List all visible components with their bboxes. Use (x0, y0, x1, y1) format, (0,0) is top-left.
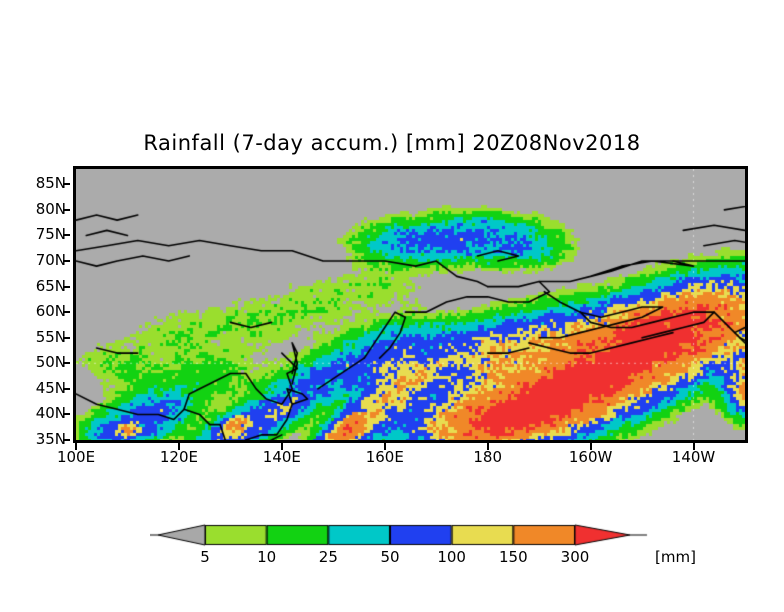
x-axis-label: 120E (159, 448, 198, 466)
y-axis-tick (63, 234, 70, 237)
colorbar-tick-label: 5 (200, 548, 210, 566)
y-axis-tick (63, 387, 70, 390)
chart-title: Rainfall (7-day accum.) [mm] 20Z08Nov201… (143, 131, 641, 155)
y-axis-tick (63, 183, 70, 186)
y-axis-label: 35N (35, 430, 66, 448)
y-axis-tick (63, 439, 70, 441)
x-axis-label: 160W (568, 448, 613, 466)
colorbar-tick-label: 150 (499, 548, 528, 566)
y-axis-label: 70N (35, 251, 66, 270)
y-axis-tick (63, 260, 70, 263)
y-axis-tick (63, 336, 70, 339)
y-axis-label: 45N (35, 378, 66, 397)
x-axis-tick (177, 443, 180, 450)
colorbar: 5 10 25 50 100 150 300 [mm] (150, 522, 696, 578)
x-axis-label: 180 (473, 448, 502, 466)
x-axis-tick (383, 443, 386, 450)
y-axis-label: 80N (35, 199, 66, 218)
y-axis-label: 40N (35, 404, 66, 423)
colorbar-unit-label: [mm] (655, 548, 696, 566)
y-axis-label: 75N (35, 225, 66, 244)
y-axis-tick (63, 285, 70, 288)
y-axis-label: 60N (35, 302, 66, 321)
y-axis-label: 55N (35, 327, 66, 346)
y-axis-tick (63, 362, 70, 365)
x-axis-label: 160E (365, 448, 404, 466)
x-axis-label: 140E (262, 448, 301, 466)
x-axis-label: 100E (56, 448, 96, 466)
colorbar-tick-label: 25 (318, 548, 338, 566)
precipitation-heatmap (76, 169, 745, 440)
colorbar-tick-label: 100 (437, 548, 466, 566)
y-axis-label: 65N (35, 276, 66, 295)
x-axis-tick (75, 443, 77, 450)
x-axis-tick (589, 443, 592, 450)
y-axis-tick (63, 311, 70, 314)
x-axis-tick (280, 443, 283, 450)
y-axis-label: 85N (35, 174, 66, 193)
y-axis-tick (63, 413, 70, 416)
colorbar-tick-label: 10 (257, 548, 277, 566)
colorbar-gradient (150, 522, 650, 548)
y-axis-label: 50N (35, 353, 66, 372)
colorbar-tick-label: 300 (560, 548, 590, 566)
x-axis-tick (692, 443, 695, 450)
x-axis-label: 140W (671, 448, 716, 466)
y-axis-tick (63, 208, 70, 211)
x-axis-tick (486, 443, 489, 450)
colorbar-tick-label: 50 (380, 548, 400, 566)
